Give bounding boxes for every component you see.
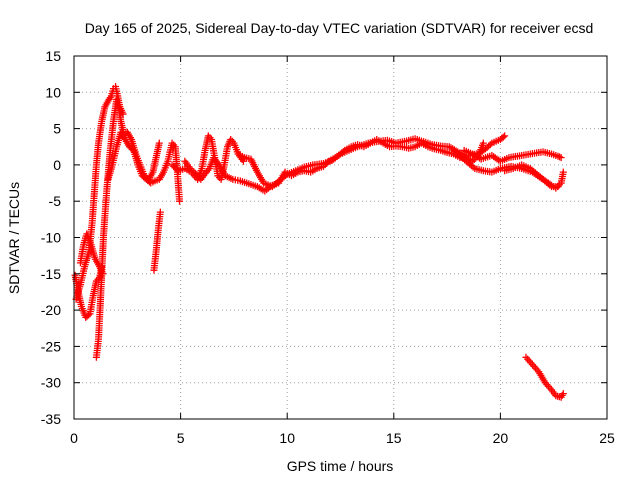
data-point	[155, 139, 163, 147]
axis-ticks: 0 5 10 15 20 25 15 10 5 0 -5 -10 -15 -20 -25 -30 -35	[41, 48, 615, 446]
x-tick-label: 0	[70, 430, 78, 446]
y-tick-label: -10	[41, 230, 61, 246]
data-point	[557, 154, 565, 162]
data-point	[173, 165, 181, 173]
data-point	[501, 132, 509, 140]
data-point	[559, 168, 567, 176]
y-tick-label: 10	[45, 84, 61, 100]
y-tick-label: -25	[41, 338, 61, 354]
x-axis-label: GPS time / hours	[287, 458, 394, 474]
data-point	[554, 152, 562, 160]
data-point	[479, 139, 487, 147]
x-tick-label: 15	[386, 430, 402, 446]
data-points	[71, 82, 567, 401]
y-tick-label: -35	[41, 411, 61, 427]
y-tick-label: -30	[41, 375, 61, 391]
data-point	[559, 390, 567, 398]
x-tick-label: 25	[599, 430, 615, 446]
grid	[74, 56, 607, 419]
data-point	[282, 172, 290, 180]
y-axis-label: SDTVAR / TECUs	[6, 182, 22, 294]
data-point	[486, 141, 494, 149]
x-tick-label: 10	[279, 430, 295, 446]
x-tick-label: 20	[493, 430, 509, 446]
data-point	[546, 180, 554, 188]
data-point	[499, 133, 507, 141]
data-point	[176, 197, 184, 205]
data-point	[556, 153, 564, 161]
data-point	[156, 208, 164, 216]
y-tick-label: -20	[41, 302, 61, 318]
y-tick-label: -5	[49, 193, 62, 209]
y-tick-label: 0	[53, 157, 61, 173]
chart-title: Day 165 of 2025, Sidereal Day-to-day VTE…	[85, 20, 594, 36]
y-tick-label: -15	[41, 266, 61, 282]
y-tick-label: 15	[45, 48, 61, 64]
data-point	[239, 157, 247, 165]
y-tick-label: 5	[53, 121, 61, 137]
x-tick-label: 5	[177, 430, 185, 446]
